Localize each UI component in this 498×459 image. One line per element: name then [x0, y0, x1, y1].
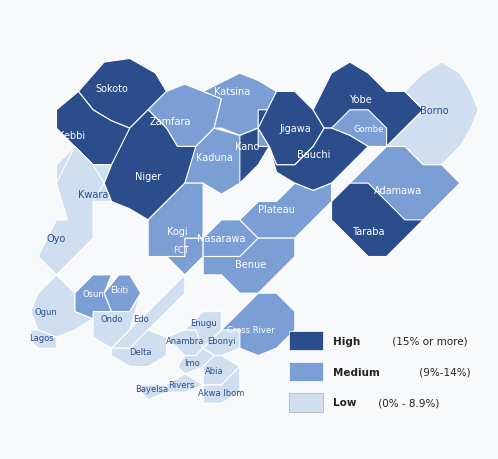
Text: Adamawa: Adamawa [374, 186, 422, 196]
Text: Lagos: Lagos [29, 333, 54, 342]
FancyBboxPatch shape [289, 393, 323, 412]
Text: (9%-14%): (9%-14%) [416, 367, 471, 377]
Text: Ebonyi: Ebonyi [207, 336, 236, 346]
Polygon shape [203, 356, 240, 385]
Polygon shape [240, 111, 276, 184]
Text: Gombe: Gombe [353, 124, 383, 133]
Text: Nasarawa: Nasarawa [197, 234, 246, 244]
Polygon shape [177, 348, 214, 374]
Polygon shape [141, 385, 166, 400]
Polygon shape [185, 129, 269, 195]
Polygon shape [112, 275, 185, 348]
Text: Kaduna: Kaduna [196, 153, 233, 163]
Polygon shape [240, 184, 332, 239]
Polygon shape [203, 220, 258, 257]
Text: Medium: Medium [333, 367, 380, 377]
Polygon shape [112, 330, 166, 367]
Polygon shape [93, 294, 141, 348]
Text: Oyo: Oyo [47, 234, 66, 244]
Polygon shape [31, 275, 93, 337]
Text: Imo: Imo [184, 358, 200, 368]
Text: (15% or more): (15% or more) [388, 336, 467, 346]
Polygon shape [332, 111, 386, 147]
Polygon shape [78, 59, 166, 129]
FancyBboxPatch shape [289, 362, 323, 381]
Polygon shape [56, 147, 112, 220]
FancyBboxPatch shape [289, 331, 323, 351]
Polygon shape [258, 92, 324, 165]
Text: Jigawa: Jigawa [279, 124, 311, 134]
Text: Katsina: Katsina [214, 87, 250, 97]
Text: Yobe: Yobe [350, 95, 373, 105]
Text: Bauchi: Bauchi [296, 150, 330, 159]
Polygon shape [332, 184, 423, 257]
Text: FCT: FCT [173, 245, 189, 254]
Text: High: High [333, 336, 361, 346]
Text: Anambra: Anambra [166, 336, 204, 346]
Text: Edo: Edo [133, 315, 149, 324]
Polygon shape [148, 184, 203, 257]
Text: Rivers: Rivers [168, 381, 194, 390]
Text: Benue: Benue [235, 259, 266, 269]
Text: Abia: Abia [205, 366, 224, 375]
Polygon shape [56, 92, 130, 165]
Text: Low: Low [333, 397, 357, 408]
Text: Niger: Niger [135, 171, 161, 181]
Text: (0% - 8.9%): (0% - 8.9%) [375, 397, 439, 408]
Polygon shape [203, 74, 276, 136]
Text: Ekiti: Ekiti [110, 285, 128, 294]
Polygon shape [166, 239, 203, 275]
Text: Bayelsa: Bayelsa [135, 384, 168, 393]
Text: Delta: Delta [129, 347, 152, 357]
Text: Akwa Ibom: Akwa Ibom [198, 388, 245, 397]
Polygon shape [104, 111, 203, 220]
Polygon shape [350, 147, 460, 239]
Polygon shape [104, 275, 141, 312]
Text: Cross River: Cross River [227, 326, 275, 335]
Polygon shape [222, 294, 295, 356]
Text: Kano: Kano [235, 142, 259, 152]
Text: Ogun: Ogun [34, 308, 57, 316]
Polygon shape [386, 63, 478, 165]
Polygon shape [38, 147, 104, 275]
Text: Kwara: Kwara [78, 190, 108, 200]
Text: Ondo: Ondo [100, 315, 123, 324]
Text: Kogi: Kogi [167, 226, 188, 236]
Text: Enugu: Enugu [190, 319, 217, 327]
Polygon shape [148, 85, 222, 147]
Polygon shape [185, 312, 222, 348]
Polygon shape [203, 367, 240, 403]
Polygon shape [166, 330, 203, 356]
Polygon shape [159, 374, 203, 392]
Text: Borno: Borno [420, 106, 449, 116]
Polygon shape [203, 330, 240, 356]
Text: Plateau: Plateau [258, 204, 295, 214]
Text: Kebbi: Kebbi [58, 131, 85, 141]
Text: Zamfara: Zamfara [149, 117, 191, 127]
Polygon shape [75, 275, 112, 319]
Polygon shape [31, 330, 56, 348]
Text: Taraba: Taraba [352, 226, 384, 236]
Text: Sokoto: Sokoto [95, 84, 128, 94]
Text: Osun: Osun [82, 289, 104, 298]
Polygon shape [269, 129, 368, 191]
Polygon shape [203, 239, 295, 294]
Polygon shape [313, 63, 423, 147]
